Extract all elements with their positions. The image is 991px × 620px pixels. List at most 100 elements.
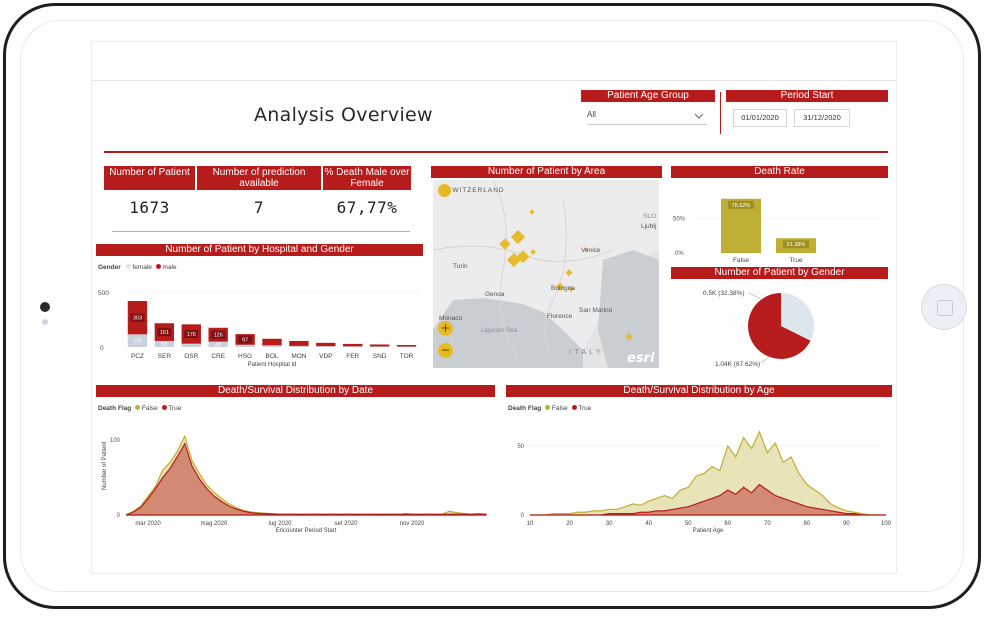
y-tick-label: 500 bbox=[98, 290, 109, 297]
hospital-bar-chart: 0 500 303 115 PCZ 161 55 SER 176 OSR 126 49 CRE 97 HSG… bbox=[98, 290, 420, 368]
pie-slice-female bbox=[781, 293, 814, 341]
map-menu-icon[interactable] bbox=[438, 184, 451, 197]
data-label: 21.38% bbox=[787, 242, 806, 248]
death-flag-legend-age: Death Flag False True bbox=[508, 405, 591, 412]
x-tick-label: set 2020 bbox=[334, 521, 358, 527]
filter-divider bbox=[720, 92, 721, 134]
dashboard-screen: Analysis Overview Patient Age Group All … bbox=[91, 41, 897, 574]
hospital-chart-title: Number of Patient by Hospital and Gender bbox=[96, 244, 423, 256]
home-square-icon bbox=[937, 300, 953, 316]
pie-leader bbox=[760, 354, 772, 364]
bar-female bbox=[181, 343, 201, 347]
legend-false: False bbox=[141, 405, 158, 412]
x-tick-label: mar 2020 bbox=[135, 521, 161, 527]
bar-female bbox=[369, 346, 390, 347]
map-label-monaco: Monaco bbox=[439, 315, 463, 322]
map-canvas: SWITZERLAND Turin Genoa Bologna Venice F… bbox=[433, 180, 659, 368]
x-tick-label: 10 bbox=[527, 521, 534, 527]
zoom-out-button[interactable]: − bbox=[438, 343, 453, 358]
data-label-bg bbox=[211, 330, 226, 339]
report-top-bar bbox=[92, 42, 896, 81]
x-tick-label: mag 2020 bbox=[201, 521, 228, 527]
map-label-bologna: Bologna bbox=[551, 285, 575, 292]
kpi-patients-value: 1673 bbox=[129, 198, 170, 217]
y-tick-label: 100 bbox=[110, 438, 121, 444]
y-tick-label: 0 bbox=[521, 513, 525, 519]
camera-icon bbox=[40, 302, 50, 312]
bar-male bbox=[343, 343, 363, 347]
esri-logo: esri bbox=[627, 351, 655, 366]
pie-slice-male bbox=[748, 293, 811, 359]
map-label-genoa: Genoa bbox=[485, 291, 505, 298]
data-label-female: 49 bbox=[215, 342, 221, 348]
data-label-male: 161 bbox=[160, 330, 169, 336]
map-label-ligurian: Ligurian Sea bbox=[481, 327, 518, 334]
x-tick-label: lug 2020 bbox=[268, 521, 292, 527]
period-from-input[interactable]: 01/01/2020 bbox=[733, 109, 787, 127]
data-label-bg bbox=[238, 335, 253, 344]
bar-female bbox=[127, 334, 148, 347]
age-area-chart: 0 50 10 20 30 40 50 60 70 80 90 100 Patient Age bbox=[517, 430, 892, 534]
gender-pie-title: Number of Patient by Gender bbox=[671, 267, 888, 279]
x-tick-label: SER bbox=[158, 353, 172, 360]
page-title: Analysis Overview bbox=[254, 104, 433, 126]
age-group-select[interactable]: All bbox=[587, 110, 707, 125]
death-rate-chart: 0% 50% 78.62% False 21.38% True bbox=[673, 198, 883, 264]
data-label-bg bbox=[728, 200, 754, 209]
legend-title: Death Flag bbox=[508, 405, 542, 412]
bar-male bbox=[262, 338, 282, 346]
area-map[interactable]: SWITZERLAND Turin Genoa Bologna Venice F… bbox=[433, 180, 659, 368]
data-label-bg bbox=[157, 328, 172, 337]
age-group-label: Patient Age Group bbox=[581, 90, 715, 102]
legend-female: female bbox=[132, 264, 152, 271]
sensor-icon bbox=[42, 319, 48, 325]
bar-female bbox=[316, 346, 336, 347]
bar-female bbox=[343, 346, 363, 347]
x-tick-label: CRE bbox=[211, 353, 225, 360]
x-tick-label: PCZ bbox=[131, 353, 144, 360]
bar-male bbox=[369, 344, 390, 347]
period-to-input[interactable]: 31/12/2020 bbox=[794, 109, 850, 127]
zoom-in-button[interactable]: + bbox=[438, 321, 453, 336]
legend-female-dot bbox=[125, 264, 131, 269]
bar-female bbox=[235, 344, 255, 347]
x-tick-label: HSG bbox=[238, 353, 252, 360]
date-chart-title: Death/Survival Distribution by Date bbox=[96, 385, 495, 397]
x-tick-label: nov 2020 bbox=[400, 521, 425, 527]
y-tick-label: 50 bbox=[517, 444, 524, 450]
area-series-false bbox=[530, 430, 886, 516]
area-series-true bbox=[530, 483, 886, 516]
data-label-bg bbox=[130, 313, 145, 322]
y-tick-label: 0 bbox=[100, 345, 104, 352]
x-tick-label: 20 bbox=[566, 521, 573, 527]
map-label-florence: Florence bbox=[547, 313, 573, 320]
pie-leader bbox=[748, 292, 762, 300]
legend-false-dot bbox=[545, 405, 551, 410]
kpi-patients-label: Number of Patient bbox=[104, 166, 195, 190]
x-tick-label: 70 bbox=[764, 521, 771, 527]
x-tick-label: SND bbox=[373, 353, 387, 360]
bar-female bbox=[262, 345, 282, 347]
data-label-bg bbox=[783, 240, 809, 249]
bar-female bbox=[154, 340, 175, 347]
legend-title: Death Flag bbox=[98, 405, 132, 412]
age-group-value: All bbox=[587, 110, 596, 119]
x-tick-label: 100 bbox=[881, 521, 892, 527]
x-tick-label: VDP bbox=[319, 353, 332, 360]
home-button[interactable] bbox=[921, 284, 967, 330]
x-tick-label: 90 bbox=[843, 521, 850, 527]
legend-false-dot bbox=[135, 405, 141, 410]
data-label-bg bbox=[184, 330, 199, 339]
data-label-male: 126 bbox=[214, 333, 223, 339]
x-tick-label: False bbox=[733, 257, 749, 264]
x-tick-label: 60 bbox=[724, 521, 731, 527]
legend-true: True bbox=[578, 405, 592, 412]
gender-pie-chart: 0.5K (32.38%) 1.04K (67.62%) bbox=[703, 290, 814, 368]
death-flag-legend-date: Death Flag False True bbox=[98, 405, 181, 412]
bar-male bbox=[396, 345, 417, 347]
legend-male: male bbox=[162, 264, 177, 271]
legend-male-dot bbox=[155, 264, 161, 269]
date-area-chart: 0 100 mar 2020 mag 2020 lug 2020 set 2020 nov … bbox=[102, 434, 487, 534]
x-axis-title: Encounter Period Start bbox=[276, 528, 337, 534]
data-label-male: 97 bbox=[242, 337, 248, 343]
